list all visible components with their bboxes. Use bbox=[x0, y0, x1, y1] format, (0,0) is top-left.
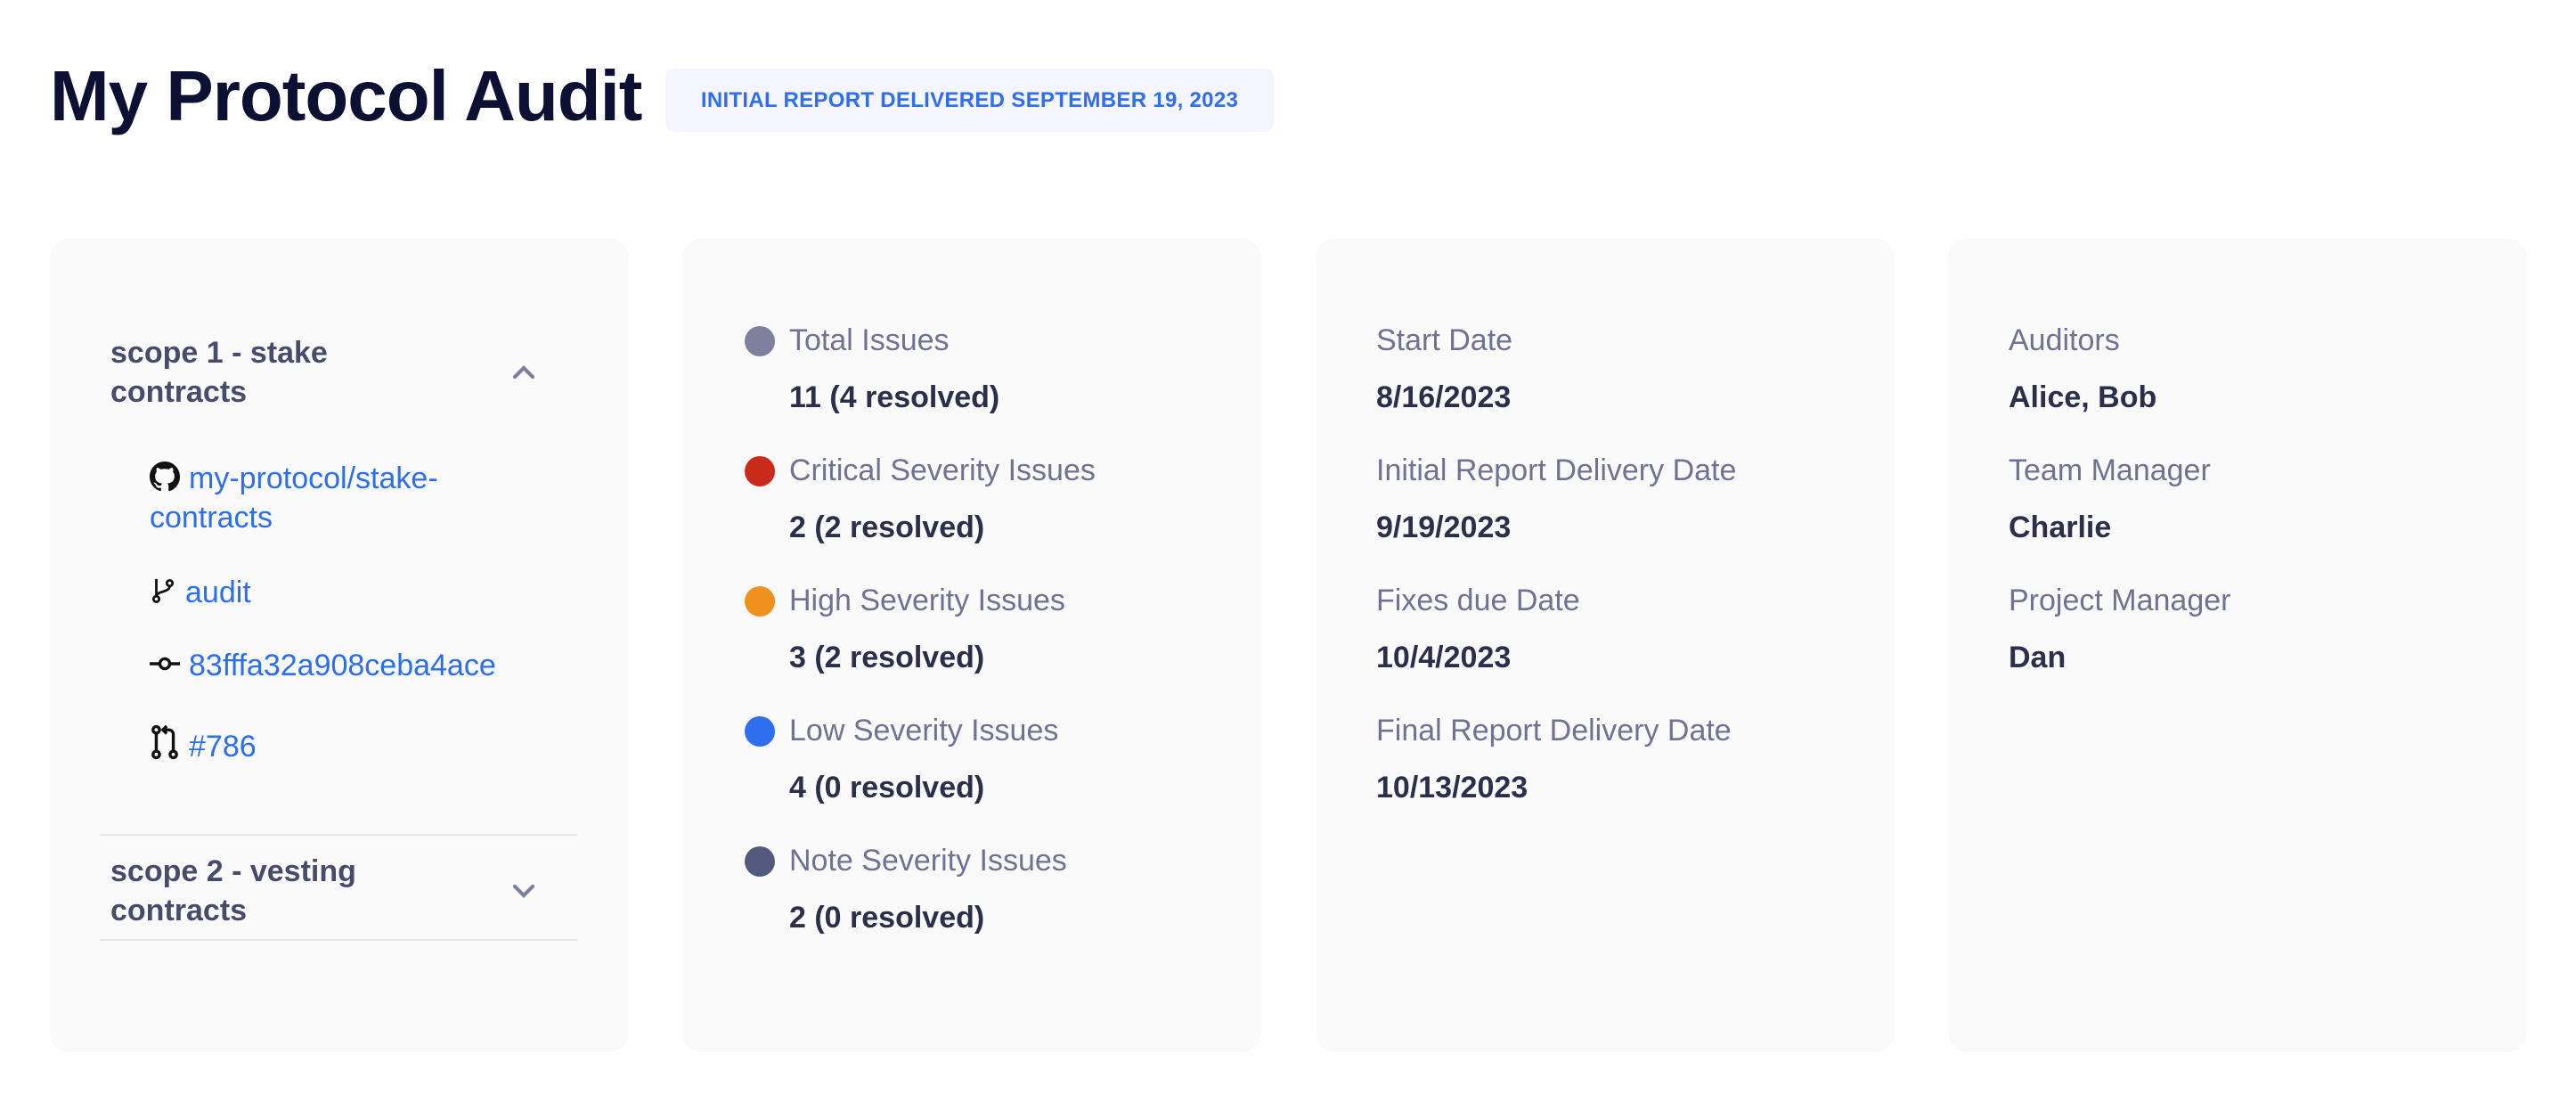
stat-label: Project Manager bbox=[2009, 584, 2231, 617]
severity-dot-icon bbox=[745, 846, 775, 877]
chevron-down-icon bbox=[512, 884, 535, 898]
stat-value: Charlie bbox=[2009, 510, 2112, 544]
stat-label: Total Issues bbox=[789, 323, 950, 357]
stat-issues: Note Severity Issues 2 (0 resolved) bbox=[745, 841, 1067, 937]
repo-label: my-protocol/stake-contracts bbox=[150, 461, 438, 535]
stat-value: 2 (2 resolved) bbox=[789, 510, 985, 544]
stat-value: 10/4/2023 bbox=[1376, 641, 1512, 674]
severity-dot-icon bbox=[745, 586, 775, 617]
stat-value: 3 (2 resolved) bbox=[789, 641, 985, 674]
stat-value: 9/19/2023 bbox=[1376, 510, 1512, 544]
stat-dates: Final Report Delivery Date 10/13/2023 bbox=[1376, 711, 1732, 807]
stat-label: Initial Report Delivery Date bbox=[1376, 453, 1737, 487]
stat-value: 8/16/2023 bbox=[1376, 380, 1512, 414]
stat-people: Auditors Alice, Bob bbox=[2009, 321, 2156, 417]
page-title: My Protocol Audit bbox=[50, 56, 642, 135]
git-branch-icon bbox=[151, 578, 175, 603]
stat-value: Alice, Bob bbox=[2009, 380, 2157, 414]
stat-issues: Low Severity Issues 4 (0 resolved) bbox=[745, 711, 1059, 807]
stat-value: 10/13/2023 bbox=[1376, 771, 1528, 805]
stat-dates: Start Date 8/16/2023 bbox=[1376, 321, 1512, 417]
scope-1-toggle[interactable]: scope 1 - stake contracts bbox=[100, 333, 577, 412]
stat-value: Dan bbox=[2009, 641, 2067, 674]
chevron-up-icon bbox=[512, 365, 535, 380]
scope-title: scope 1 - stake contracts bbox=[110, 336, 328, 409]
stat-label: High Severity Issues bbox=[789, 584, 1065, 617]
severity-dot-icon bbox=[745, 326, 775, 356]
branch-link[interactable]: audit bbox=[150, 573, 524, 612]
dates-card: Start Date 8/16/2023 Initial Report Delive… bbox=[1316, 239, 1895, 1052]
stat-label: Low Severity Issues bbox=[789, 714, 1059, 747]
stat-label: Team Manager bbox=[2009, 453, 2211, 487]
stat-label: Critical Severity Issues bbox=[789, 453, 1096, 487]
stat-value: 2 (0 resolved) bbox=[789, 901, 985, 935]
stat-people: Team Manager Charlie bbox=[2009, 451, 2211, 547]
divider bbox=[100, 834, 577, 836]
stat-label: Auditors bbox=[2009, 323, 2120, 357]
status-badge: INITIAL REPORT DELIVERED SEPTEMBER 19, 2… bbox=[665, 69, 1274, 132]
stat-value: 11 (4 resolved) bbox=[789, 380, 1000, 414]
stat-label: Start Date bbox=[1376, 323, 1513, 357]
stat-dates: Initial Report Delivery Date 9/19/2023 bbox=[1376, 451, 1736, 547]
issues-card: Total Issues 11 (4 resolved) Critical Seve… bbox=[682, 239, 1261, 1052]
stat-people: Project Manager Dan bbox=[2009, 581, 2230, 677]
stat-issues: High Severity Issues 3 (2 resolved) bbox=[745, 581, 1065, 677]
branch-label: audit bbox=[185, 576, 251, 609]
severity-dot-icon bbox=[745, 456, 775, 486]
stat-label: Final Report Delivery Date bbox=[1376, 714, 1732, 747]
stat-label: Fixes due Date bbox=[1376, 584, 1580, 617]
severity-dot-icon bbox=[745, 716, 775, 747]
stat-issues: Total Issues 11 (4 resolved) bbox=[745, 321, 1000, 417]
pull-request-link[interactable]: #786 bbox=[150, 724, 524, 766]
repo-link[interactable]: my-protocol/stake-contracts bbox=[150, 459, 524, 537]
pr-label: #786 bbox=[189, 730, 257, 764]
scope-card: scope 1 - stake contracts my-protocol/st… bbox=[50, 239, 629, 1052]
scope-title: scope 2 - vesting contracts bbox=[110, 854, 356, 927]
commit-label: 83fffa32a908ceba4ace bbox=[189, 649, 496, 682]
divider bbox=[100, 939, 577, 941]
stat-value: 4 (0 resolved) bbox=[789, 771, 985, 805]
commit-link[interactable]: 83fffa32a908ceba4ace bbox=[150, 646, 524, 685]
people-card: Auditors Alice, Bob Team Manager Charlie Pro… bbox=[1948, 239, 2527, 1052]
pull-request-icon bbox=[151, 724, 178, 760]
stat-dates: Fixes due Date 10/4/2023 bbox=[1376, 581, 1580, 677]
github-icon bbox=[150, 461, 181, 492]
stat-label: Note Severity Issues bbox=[789, 844, 1067, 878]
git-commit-icon bbox=[150, 657, 180, 671]
stat-issues: Critical Severity Issues 2 (2 resolved) bbox=[745, 451, 1096, 547]
scope-2-toggle[interactable]: scope 2 - vesting contracts bbox=[100, 852, 577, 930]
